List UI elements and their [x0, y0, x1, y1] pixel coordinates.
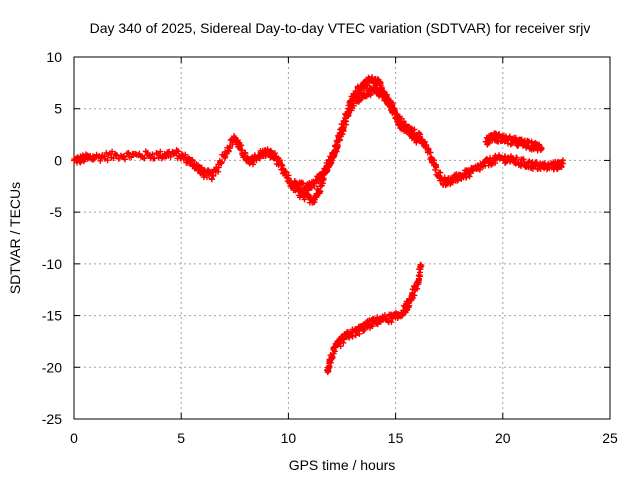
- data-marker: [425, 146, 432, 153]
- data-marker: [175, 148, 182, 155]
- data-point: [559, 160, 566, 167]
- data-marker: [189, 157, 196, 164]
- data-marker: [104, 157, 111, 164]
- data-marker: [476, 166, 483, 173]
- x-tick-label: 0: [70, 430, 78, 446]
- data-marker: [218, 158, 225, 165]
- y-tick-labels: -25 -20 -15 -10 -5 0 5 10: [42, 49, 62, 427]
- y-tick-label: -20: [42, 359, 62, 375]
- data-marker: [349, 333, 356, 340]
- data-marker: [367, 92, 374, 99]
- data-marker: [383, 95, 390, 102]
- data-marker: [388, 319, 395, 326]
- data-marker: [225, 148, 232, 155]
- plot-frame: [73, 56, 611, 420]
- series-upper-arc: [482, 130, 545, 154]
- grid-lines: [74, 57, 610, 419]
- data-marker: [331, 348, 338, 355]
- data-marker: [325, 365, 332, 372]
- data-marker: [149, 151, 156, 158]
- data-marker: [121, 156, 128, 163]
- data-marker: [337, 343, 344, 350]
- data-marker: [482, 156, 489, 163]
- data-point: [418, 262, 425, 269]
- data-marker: [413, 139, 420, 146]
- y-tick-label: 10: [46, 49, 62, 65]
- data-marker: [218, 160, 225, 167]
- data-marker: [417, 261, 424, 268]
- data-marker: [339, 130, 346, 137]
- data-marker: [242, 150, 249, 157]
- data-series: [71, 74, 566, 376]
- y-tick-label: -5: [50, 204, 63, 220]
- data-marker: [210, 172, 217, 179]
- x-tick-label: 5: [177, 430, 185, 446]
- data-marker: [449, 179, 456, 186]
- x-axis-label: GPS time / hours: [289, 457, 396, 473]
- data-marker: [369, 74, 376, 81]
- x-tick-label: 25: [602, 430, 618, 446]
- axis-ticks: [73, 56, 611, 420]
- y-tick-label: 5: [54, 101, 62, 117]
- data-marker: [237, 142, 244, 149]
- data-marker: [496, 131, 503, 138]
- x-tick-label: 10: [281, 430, 297, 446]
- x-tick-label: 20: [495, 430, 511, 446]
- data-point: [414, 136, 421, 143]
- data-marker: [400, 118, 407, 125]
- data-marker: [352, 332, 359, 339]
- data-marker: [350, 102, 357, 109]
- data-marker: [328, 159, 335, 166]
- data-marker: [376, 78, 383, 85]
- y-tick-label: -15: [42, 308, 62, 324]
- data-marker: [157, 148, 164, 155]
- data-marker: [141, 155, 148, 162]
- data-marker: [128, 154, 135, 161]
- data-marker: [340, 124, 347, 131]
- data-marker: [513, 154, 520, 161]
- data-marker: [433, 164, 440, 171]
- data-marker: [378, 86, 385, 93]
- data-marker: [423, 142, 430, 149]
- data-marker: [215, 164, 222, 171]
- data-marker: [403, 307, 410, 314]
- y-tick-label: -10: [42, 256, 62, 272]
- data-marker: [203, 174, 210, 181]
- data-marker: [97, 157, 104, 164]
- y-tick-label: 0: [54, 152, 62, 168]
- y-axis-label: SDTVAR / TECUs: [7, 182, 23, 294]
- data-marker: [334, 143, 341, 150]
- data-marker: [229, 141, 236, 148]
- y-tick-label: -25: [42, 411, 62, 427]
- series-lower-arc: [323, 261, 425, 376]
- data-marker: [115, 155, 122, 162]
- data-marker: [416, 269, 423, 276]
- data-point: [538, 145, 545, 152]
- data-marker: [226, 145, 233, 152]
- chart-title: Day 340 of 2025, Sidereal Day-to-day VTE…: [90, 20, 591, 36]
- data-marker: [345, 113, 352, 120]
- data-marker: [110, 155, 117, 162]
- data-marker: [558, 164, 565, 171]
- data-marker: [329, 355, 336, 362]
- x-tick-label: 15: [388, 430, 404, 446]
- series-main-b: [291, 84, 421, 194]
- x-tick-labels: 0 5 10 15 20 25: [70, 430, 618, 446]
- data-marker: [278, 161, 285, 168]
- data-marker: [151, 155, 158, 162]
- data-marker: [301, 196, 308, 203]
- data-marker: [386, 101, 393, 108]
- data-marker: [291, 178, 298, 185]
- data-marker: [91, 155, 98, 162]
- data-marker: [409, 126, 416, 133]
- data-marker: [411, 292, 418, 299]
- data-marker: [463, 174, 470, 181]
